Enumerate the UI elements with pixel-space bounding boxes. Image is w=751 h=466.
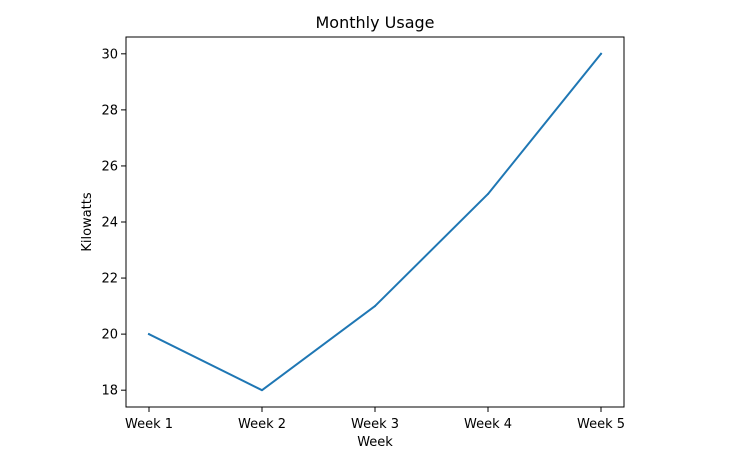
y-tick-label: 30 — [101, 47, 118, 62]
chart-title: Monthly Usage — [316, 13, 435, 32]
y-tick-label: 18 — [101, 384, 118, 399]
series-layer — [147, 52, 603, 392]
y-tick-label: 26 — [101, 159, 118, 174]
x-axis: Week 1 Week 2 Week 3 Week 4 Week 5 — [125, 407, 625, 432]
x-tick-label: Week 3 — [351, 417, 399, 432]
y-tick-label: 28 — [101, 103, 118, 118]
data-point — [600, 52, 602, 55]
x-tick-label: Week 4 — [464, 417, 512, 432]
x-tick-label: Week 5 — [577, 417, 625, 432]
data-point — [374, 305, 376, 308]
y-axis: 18 20 22 24 26 28 30 — [101, 47, 126, 399]
x-axis-label: Week — [357, 435, 393, 450]
y-tick-label: 22 — [101, 272, 118, 287]
y-tick-label: 20 — [101, 328, 118, 343]
data-point — [148, 333, 150, 336]
data-point — [487, 192, 489, 195]
y-tick-label: 24 — [101, 216, 118, 231]
x-tick-label: Week 1 — [125, 417, 173, 432]
x-tick-label: Week 2 — [238, 417, 286, 432]
data-point — [261, 389, 263, 392]
y-axis-label: Kilowatts — [80, 192, 95, 251]
